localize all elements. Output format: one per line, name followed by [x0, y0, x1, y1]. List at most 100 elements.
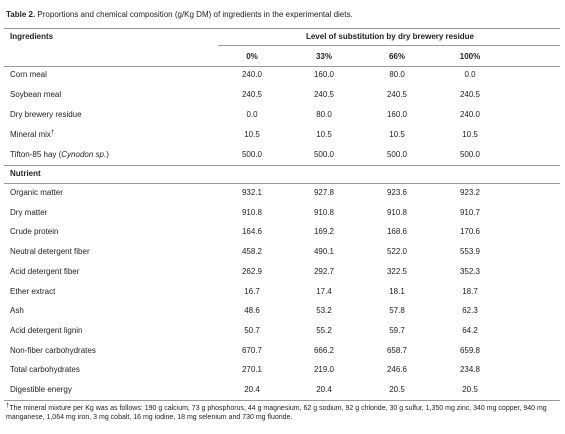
cell-value: 910.7 — [459, 207, 481, 217]
cell: 10.5 — [367, 130, 427, 140]
cell-value: 262.9 — [241, 266, 263, 276]
cell-value: 0.0 — [246, 110, 258, 119]
row-name: Dry matter — [10, 207, 48, 217]
table-title: Table 2. Proportions and chemical compos… — [6, 10, 353, 20]
cell-value: 666.2 — [313, 345, 335, 355]
row-label: Mineral mix† — [10, 130, 54, 140]
cell-value: 64.2 — [462, 325, 478, 335]
cell: 923.2 — [440, 188, 500, 198]
row-label: Ether extract — [10, 287, 55, 297]
cell: 20.4 — [222, 385, 282, 395]
cell: 59.7 — [367, 326, 427, 336]
cell: 270.1 — [222, 365, 282, 375]
cell: 292.7 — [294, 267, 354, 277]
cell-value: 240.5 — [241, 90, 263, 99]
cell: 50.7 — [222, 326, 282, 336]
row-name: Total carbohydrates — [10, 365, 80, 375]
cell: 170.6 — [440, 227, 500, 237]
cell-value: 0.0 — [464, 70, 476, 79]
footnote-text: The mineral mixture per Kg was as follow… — [6, 405, 547, 421]
row-label: Total carbohydrates — [10, 365, 80, 375]
cell: 53.2 — [294, 306, 354, 316]
row-name: Crude protein — [10, 227, 59, 237]
cell: 932.1 — [222, 188, 282, 198]
cell-value: 659.8 — [459, 345, 481, 355]
cell-value: 240.0 — [459, 110, 481, 119]
cell: 234.8 — [440, 365, 500, 375]
header-group: Level of substitution by dry brewery res… — [305, 32, 475, 41]
cell-value: 352.3 — [459, 266, 481, 276]
cell-value: 234.8 — [459, 365, 481, 375]
row-name: Non-fiber carbohydrates — [10, 345, 96, 355]
cell-value: 170.6 — [459, 227, 481, 237]
cell: 658.7 — [367, 346, 427, 356]
cell: 80.0 — [294, 110, 354, 120]
row-name: Tifton-85 hay ( — [10, 150, 62, 159]
row-label: Crude protein — [10, 227, 58, 237]
header-first: Ingredients — [10, 32, 54, 41]
header-cell: 33% — [294, 52, 354, 62]
row-name: Soybean meal — [10, 90, 62, 99]
row-name-end: ) — [106, 150, 109, 159]
row-name: Corn meal — [10, 70, 47, 79]
row-name: Organic matter — [10, 188, 63, 197]
cell-value: 500.0 — [459, 150, 481, 159]
cell: 240.0 — [222, 70, 282, 80]
cell: 458.2 — [222, 247, 282, 257]
cell-value: 240.0 — [241, 70, 263, 79]
cell-value: 490.1 — [313, 247, 335, 257]
cell-value: 932.1 — [241, 188, 263, 197]
title-label: Table 2. — [6, 10, 36, 19]
cell: 500.0 — [367, 150, 427, 160]
cell-value: 240.5 — [313, 90, 335, 99]
header-cell: Ingredients — [10, 32, 53, 42]
cell: 48.6 — [222, 306, 282, 316]
cell: 666.2 — [294, 346, 354, 356]
cell-value: 50.7 — [244, 325, 260, 335]
row-name: Dry brewery residue — [10, 110, 82, 119]
cell-value: 55.2 — [316, 325, 332, 335]
cell-value: 16.7 — [244, 286, 260, 296]
cell-value: 10.5 — [316, 130, 332, 139]
cell: 910.8 — [367, 208, 427, 218]
cell-value: 292.7 — [313, 266, 335, 276]
rule — [4, 28, 560, 29]
cell-value: 10.5 — [462, 130, 478, 139]
cell-value: 923.2 — [459, 188, 481, 197]
cell-value: 500.0 — [241, 150, 263, 159]
cell: 20.5 — [367, 385, 427, 395]
row-label: Non-fiber carbohydrates — [10, 346, 96, 356]
cell: 20.4 — [294, 385, 354, 395]
cell: 240.5 — [222, 90, 282, 100]
cell: 20.5 — [440, 385, 500, 395]
cell-value: 458.2 — [241, 247, 263, 257]
cell: 10.5 — [440, 130, 500, 140]
cell-value: 20.5 — [389, 385, 405, 394]
cell: 910.7 — [440, 208, 500, 218]
row-label: Dry brewery residue — [10, 110, 82, 120]
cell-value: 62.3 — [462, 306, 478, 316]
row-label: Tifton-85 hay (Cynodon sp.) — [10, 150, 109, 160]
row-label: Dry matter — [10, 208, 47, 218]
cell-value: 246.6 — [386, 365, 408, 375]
cell: 322.5 — [367, 267, 427, 277]
cell: 927.8 — [294, 188, 354, 198]
cell-value: 553.9 — [459, 247, 481, 257]
cell: 500.0 — [440, 150, 500, 160]
row-label: Soybean meal — [10, 90, 61, 100]
cell-value: 522.0 — [386, 247, 408, 257]
cell: 262.9 — [222, 267, 282, 277]
cell-value: 20.4 — [316, 385, 332, 394]
row-name: Ash — [10, 306, 24, 316]
cell: 522.0 — [367, 247, 427, 257]
cell: 55.2 — [294, 326, 354, 336]
cell-value: 164.6 — [241, 227, 263, 237]
cell: 240.5 — [294, 90, 354, 100]
cell-value: 923.6 — [386, 188, 408, 197]
cell-value: 53.2 — [316, 306, 332, 316]
cell: 64.2 — [440, 326, 500, 336]
cell: 160.0 — [367, 110, 427, 120]
cell-value: 80.0 — [389, 70, 405, 79]
cell-value: 48.6 — [244, 306, 260, 316]
